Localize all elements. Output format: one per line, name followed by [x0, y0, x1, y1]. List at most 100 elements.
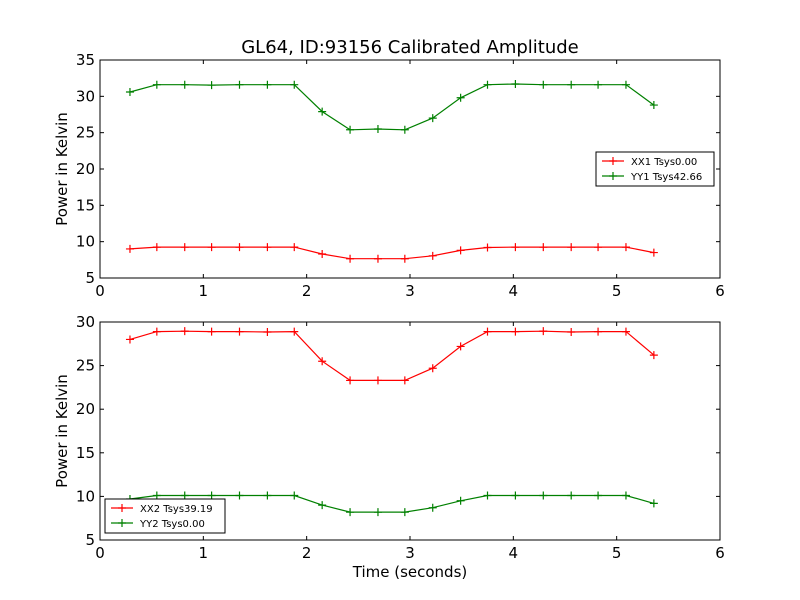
p1-series-0-point-15 — [539, 327, 548, 336]
p1-xtick-label-0: 0 — [95, 544, 105, 562]
p1-series-0-point-4 — [235, 327, 244, 336]
p1-series-0-point-10 — [400, 376, 409, 385]
p1-series-1-point-11 — [428, 503, 437, 512]
p1-series-0-point-12 — [456, 342, 465, 351]
p0-series-1-point-6 — [290, 80, 299, 89]
p0-series-0-point-19 — [649, 248, 658, 257]
p0-series-1-point-11 — [428, 114, 437, 123]
p0-series-0-point-18 — [621, 243, 630, 252]
p0-series-1-point-0 — [125, 87, 134, 96]
p1-xtick-label-1: 1 — [199, 544, 209, 562]
p1-series-1-point-16 — [567, 491, 576, 500]
p1-series-0-point-8 — [346, 376, 355, 385]
p0-axes-frame — [99, 59, 721, 279]
p0-series-0-point-17 — [594, 243, 603, 252]
p0-series-0-point-1 — [152, 243, 161, 252]
p0-legend-marker-0 — [609, 157, 617, 165]
p1-series-1-point-9 — [373, 508, 382, 517]
p1-series-0-point-5 — [263, 328, 272, 337]
p0-series-1-point-10 — [400, 125, 409, 134]
p0-series-1-point-16 — [567, 80, 576, 89]
p1-series-1-point-17 — [594, 491, 603, 500]
p1-series-0-point-3 — [207, 327, 216, 336]
p1-ytick-label-4: 25 — [76, 357, 95, 375]
p1-series-line-0 — [129, 330, 655, 381]
p0-series-0-point-11 — [428, 251, 437, 260]
p1-series-0-point-2 — [180, 327, 189, 336]
p1-ytick-label-0: 5 — [85, 531, 95, 549]
p0-legend-label-0: XX1 Tsys0.00 — [631, 157, 697, 168]
p0-series-0-point-16 — [567, 243, 576, 252]
p1-legend-box — [104, 498, 226, 534]
p0-series-1-point-18 — [621, 80, 630, 89]
p1-ytick-label-5: 30 — [76, 313, 95, 331]
p1-series-1-point-7 — [318, 501, 327, 510]
p0-series-line-1 — [129, 83, 655, 131]
p0-series-1-point-9 — [373, 125, 382, 134]
p1-series-0-point-6 — [290, 327, 299, 336]
p0-ytick-label-4: 25 — [76, 124, 95, 142]
p0-series-0-point-2 — [180, 243, 189, 252]
p1-series-1-point-6 — [290, 491, 299, 500]
p1-x-axis-label: Time (seconds) — [352, 563, 468, 581]
p1-xtick-label-5: 5 — [612, 544, 622, 562]
p1-ytick-label-1: 10 — [76, 487, 95, 505]
p1-series-1-point-13 — [483, 491, 492, 500]
p0-ytick-label-6: 35 — [76, 51, 95, 69]
p1-xtick-label-2: 2 — [302, 544, 312, 562]
p0-series-1-point-19 — [649, 101, 658, 110]
p1-series-1-point-10 — [400, 508, 409, 517]
p0-series-1-point-15 — [539, 80, 548, 89]
p1-series-0-point-18 — [621, 327, 630, 336]
p1-series-1-point-1 — [152, 491, 161, 500]
p0-series-0-point-12 — [456, 246, 465, 255]
p1-series-0-point-16 — [567, 328, 576, 337]
p0-series-1-point-12 — [456, 93, 465, 102]
p0-series-1-point-3 — [207, 81, 216, 90]
top-panel: 0 1 2 3 4 5 6 5 10 15 20 25 30 35 Power in Kelvin XX1 T… — [53, 51, 725, 300]
p0-series-0-point-3 — [207, 243, 216, 252]
p1-axes-frame — [99, 321, 721, 541]
p1-series-0-point-9 — [373, 376, 382, 385]
p0-series-1-point-7 — [318, 107, 327, 116]
p1-series-0-point-13 — [483, 327, 492, 336]
p0-y-axis-label: Power in Kelvin — [53, 112, 71, 226]
p0-series-0-point-5 — [263, 243, 272, 252]
p0-xtick-label-3: 3 — [405, 282, 415, 300]
p0-series-0-point-7 — [318, 250, 327, 259]
p1-xtick-label-4: 4 — [509, 544, 519, 562]
p0-ytick-label-0: 5 — [85, 269, 95, 287]
p0-series-0-point-8 — [346, 254, 355, 263]
p1-series-1-point-8 — [346, 508, 355, 517]
p1-series-1-point-18 — [621, 491, 630, 500]
p0-series-line-0 — [129, 246, 655, 260]
p1-ytick-label-2: 15 — [76, 444, 95, 462]
p1-legend-label-1: YY2 Tsys0.00 — [139, 519, 205, 530]
p1-xtick-label-3: 3 — [405, 544, 415, 562]
p0-series-1-point-5 — [263, 80, 272, 89]
p1-series-0-point-11 — [428, 364, 437, 373]
p1-series-0-point-19 — [649, 351, 658, 360]
p0-series-0-point-13 — [483, 243, 492, 252]
p1-legend-marker-0 — [118, 504, 126, 512]
p0-legend-label-1: YY1 Tsys42.66 — [630, 172, 702, 183]
p0-xtick-label-5: 5 — [612, 282, 622, 300]
chart-title: GL64, ID:93156 Calibrated Amplitude — [241, 37, 579, 58]
p1-series-0-point-7 — [318, 357, 327, 366]
p1-series-1-point-14 — [511, 491, 520, 500]
p0-ytick-label-5: 30 — [76, 87, 95, 105]
p0-xtick-label-4: 4 — [509, 282, 519, 300]
p0-xtick-label-1: 1 — [199, 282, 209, 300]
p1-series-0-point-1 — [152, 327, 161, 336]
p1-legend-label-0: XX2 Tsys39.19 — [140, 504, 213, 515]
p0-series-1-point-8 — [346, 125, 355, 134]
p1-series-0-point-0 — [125, 335, 134, 344]
p1-series-1-point-2 — [180, 491, 189, 500]
p0-series-0-point-6 — [290, 243, 299, 252]
p1-series-line-1 — [129, 494, 655, 513]
p1-series-1-point-15 — [539, 491, 548, 500]
p1-series-0-point-14 — [511, 327, 520, 336]
p0-xtick-label-2: 2 — [302, 282, 312, 300]
p1-series-1-point-12 — [456, 496, 465, 505]
p0-ytick-label-1: 10 — [76, 233, 95, 251]
